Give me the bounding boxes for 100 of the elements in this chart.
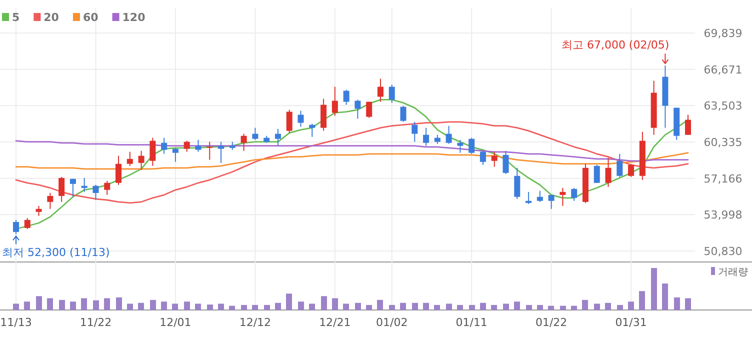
bar	[343, 304, 349, 310]
y-tick-label: 66,671	[704, 63, 742, 76]
bar	[548, 306, 554, 310]
candlestick	[206, 141, 213, 160]
candlestick	[412, 121, 418, 142]
bar	[469, 304, 475, 310]
bar	[617, 304, 623, 310]
candlestick	[286, 109, 292, 134]
bar	[298, 302, 304, 310]
bar	[13, 304, 19, 310]
bar	[571, 306, 577, 310]
candlestick	[274, 128, 281, 146]
candlestick	[560, 187, 566, 206]
bar	[605, 302, 611, 310]
x-tick-label: 12/01	[160, 316, 192, 329]
candlestick	[480, 150, 486, 166]
bar	[514, 302, 520, 310]
bar	[639, 291, 645, 310]
bar	[651, 268, 657, 310]
annotation: 최고 67,000 (02/05)	[561, 38, 670, 52]
candlestick	[126, 151, 133, 166]
y-tick-label: 50,830	[704, 245, 742, 258]
candlestick	[571, 187, 578, 202]
bar	[241, 304, 247, 310]
annotation: 최저 52,300 (11/13)	[2, 246, 110, 260]
candlestick	[309, 123, 316, 138]
bar	[457, 304, 463, 310]
bar	[36, 296, 42, 310]
bar	[503, 304, 509, 310]
candlestick	[218, 141, 224, 164]
x-tick-label: 12/12	[239, 316, 272, 329]
legend-label: 120	[122, 11, 146, 24]
bar	[412, 302, 418, 310]
bar	[70, 302, 76, 310]
bar	[309, 304, 315, 310]
legend-label: 20	[44, 11, 60, 24]
bar	[594, 304, 600, 310]
y-tick-label: 60,335	[704, 136, 742, 149]
bar	[207, 304, 213, 310]
candlestick	[116, 155, 122, 186]
bar	[47, 298, 53, 310]
x-tick-label: 01/02	[376, 316, 408, 329]
x-tick-label: 01/22	[535, 316, 568, 329]
candlestick	[354, 99, 361, 120]
candlestick	[36, 205, 42, 216]
bar	[116, 297, 122, 310]
bar	[366, 304, 372, 310]
candlestick	[184, 140, 190, 152]
bar	[264, 304, 270, 310]
candlestick	[377, 78, 384, 102]
candlestick	[252, 127, 258, 140]
bar	[674, 297, 680, 310]
candlestick	[332, 86, 338, 116]
candlestick	[366, 101, 372, 118]
x-tick-label: 01/11	[456, 316, 488, 329]
bar	[560, 306, 566, 310]
bar	[218, 304, 224, 310]
bar	[229, 306, 235, 310]
candlestick	[24, 217, 30, 230]
bar	[275, 302, 281, 310]
candlestick	[400, 105, 406, 122]
candlestick	[594, 164, 600, 184]
bar	[104, 298, 110, 310]
y-tick-label: 63,503	[704, 100, 742, 113]
x-tick-label: 11/22	[80, 316, 112, 329]
bar	[480, 302, 486, 310]
candlestick	[138, 150, 144, 170]
bar	[172, 304, 178, 310]
bar	[423, 302, 429, 310]
bar	[434, 304, 440, 310]
bar	[628, 302, 634, 310]
bar	[377, 300, 383, 310]
bar	[400, 302, 406, 310]
candlestick	[161, 137, 168, 154]
bar	[127, 304, 133, 310]
candlestick	[70, 178, 76, 198]
bar	[93, 300, 99, 310]
candlestick	[47, 192, 54, 210]
bar	[161, 302, 167, 310]
bar	[252, 304, 258, 310]
candlestick	[468, 137, 475, 154]
candlestick	[388, 84, 395, 104]
candlestick	[423, 127, 430, 146]
candlestick	[502, 150, 509, 174]
bar	[446, 304, 452, 310]
legend-label: 거래량	[718, 267, 748, 278]
candlestick	[628, 163, 634, 178]
bar	[537, 304, 543, 310]
candlestick	[195, 139, 202, 152]
x-tick-label: 12/21	[319, 316, 351, 329]
legend-label: 5	[12, 11, 20, 24]
bar	[59, 300, 65, 310]
candlestick	[343, 89, 350, 106]
bar	[662, 284, 668, 310]
y-tick-label: 69,839	[704, 27, 742, 40]
candlestick	[150, 137, 156, 166]
bar	[491, 304, 497, 310]
candlestick	[104, 180, 110, 196]
bar	[81, 298, 87, 310]
candlestick	[81, 177, 88, 192]
